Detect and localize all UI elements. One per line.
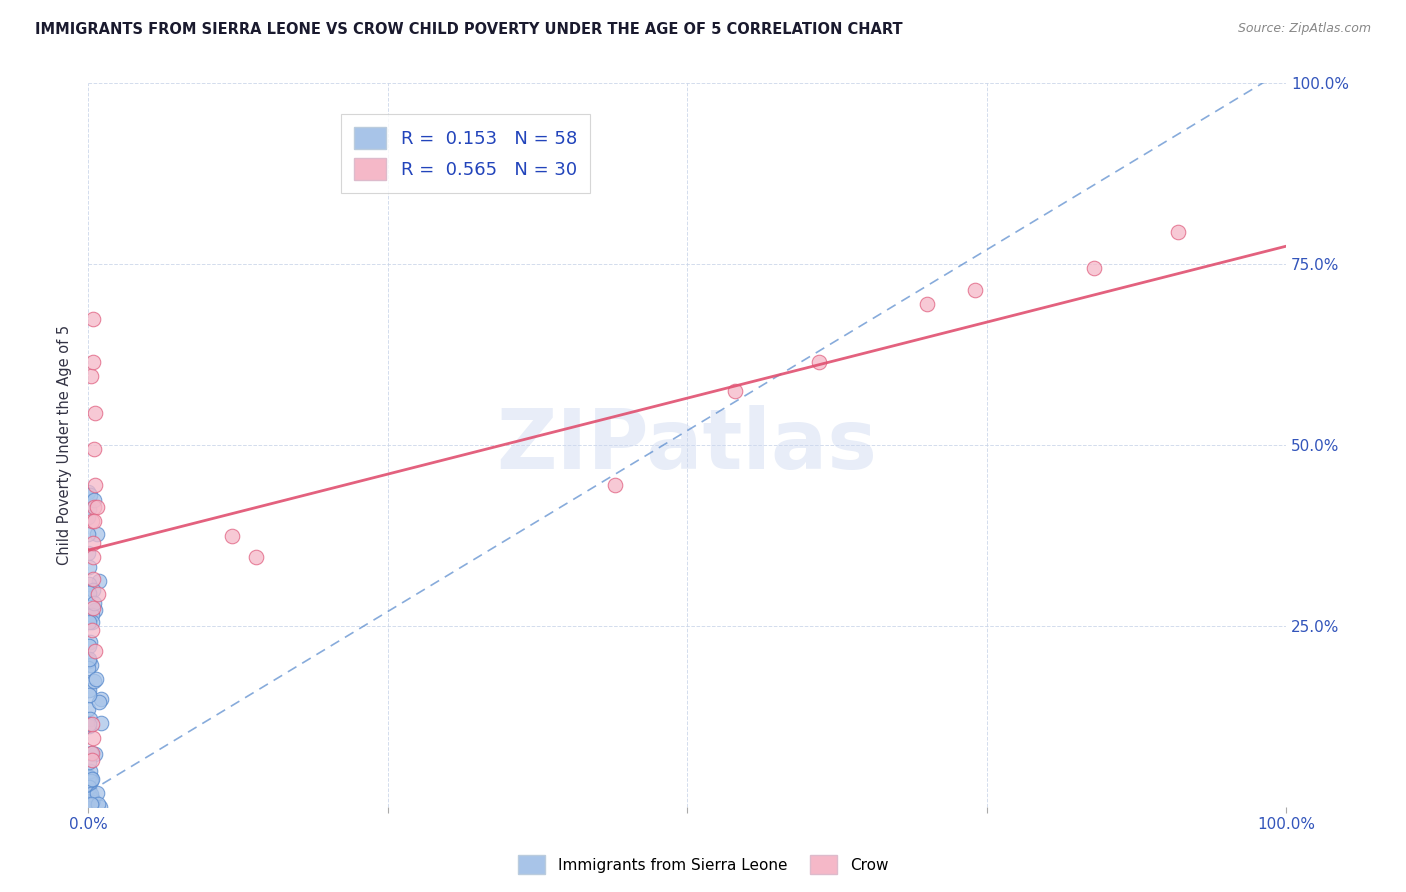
Point: [80, 747, 103, 761]
Point: [79, 719, 101, 733]
Point: [79, 787, 101, 801]
Point: [83, 603, 105, 617]
Point: [82, 355, 104, 369]
Point: [79, 488, 101, 502]
Point: [79, 712, 101, 726]
Point: [77, 527, 100, 541]
Point: [83, 500, 105, 514]
Point: [80, 797, 103, 812]
Point: [79, 635, 101, 649]
Point: [84, 406, 107, 420]
Point: [77, 660, 100, 674]
Point: [82, 795, 104, 809]
Text: IMMIGRANTS FROM SIERRA LEONE VS CROW CHILD POVERTY UNDER THE AGE OF 5 CORRELATIO: IMMIGRANTS FROM SIERRA LEONE VS CROW CHI…: [35, 22, 903, 37]
Point: [82, 793, 104, 807]
Point: [605, 478, 627, 492]
Point: [79, 770, 101, 784]
Point: [221, 529, 243, 543]
Point: [77, 586, 100, 600]
Point: [77, 682, 100, 697]
Point: [87, 586, 110, 600]
Point: [77, 509, 100, 524]
Point: [87, 696, 110, 710]
Point: [82, 311, 104, 326]
Point: [77, 716, 100, 731]
Text: ZIPatlas: ZIPatlas: [496, 405, 877, 486]
Point: [77, 545, 100, 559]
Point: [77, 639, 100, 653]
Point: [77, 702, 100, 716]
Point: [80, 607, 103, 622]
Point: [915, 297, 938, 311]
Point: [87, 574, 110, 588]
Point: [86, 500, 108, 514]
Point: [77, 615, 100, 630]
Point: [80, 790, 103, 805]
Y-axis label: Child Poverty Under the Age of 5: Child Poverty Under the Age of 5: [58, 326, 72, 566]
Point: [82, 731, 104, 746]
Point: [79, 764, 101, 779]
Point: [83, 596, 105, 610]
Point: [90, 692, 112, 706]
Point: [80, 623, 103, 637]
Point: [82, 601, 104, 615]
Point: [80, 658, 103, 673]
Point: [963, 283, 986, 297]
Point: [83, 673, 105, 688]
Point: [83, 514, 105, 528]
Point: [77, 771, 100, 785]
Point: [86, 527, 108, 541]
Point: [77, 654, 100, 668]
Point: [83, 442, 105, 456]
Point: [80, 772, 103, 786]
Point: [77, 502, 100, 516]
Point: [89, 799, 111, 814]
Point: [80, 514, 103, 528]
Point: [79, 773, 101, 788]
Point: [807, 355, 830, 369]
Point: [77, 484, 100, 499]
Point: [84, 478, 107, 492]
Point: [82, 572, 104, 586]
Text: Source: ZipAtlas.com: Source: ZipAtlas.com: [1237, 22, 1371, 36]
Point: [84, 672, 107, 686]
Point: [1167, 225, 1189, 239]
Legend: R =  0.153   N = 58, R =  0.565   N = 30: R = 0.153 N = 58, R = 0.565 N = 30: [342, 114, 589, 193]
Point: [84, 644, 107, 658]
Point: [80, 716, 103, 731]
Point: [79, 789, 101, 804]
Legend: Immigrants from Sierra Leone, Crow: Immigrants from Sierra Leone, Crow: [512, 849, 894, 880]
Point: [83, 493, 105, 508]
Point: [79, 559, 101, 574]
Point: [79, 369, 101, 384]
Point: [80, 615, 103, 629]
Point: [79, 788, 101, 802]
Point: [80, 753, 103, 767]
Point: [80, 798, 103, 813]
Point: [80, 774, 103, 789]
Point: [82, 550, 104, 565]
Point: [77, 780, 100, 795]
Point: [82, 536, 104, 550]
Point: [80, 772, 103, 786]
Point: [84, 747, 107, 761]
Point: [87, 797, 110, 812]
Point: [724, 384, 747, 398]
Point: [77, 755, 100, 769]
Point: [1083, 260, 1105, 275]
Point: [82, 582, 104, 597]
Point: [77, 577, 100, 591]
Point: [90, 715, 112, 730]
Point: [77, 652, 100, 666]
Point: [77, 688, 100, 702]
Point: [80, 771, 103, 785]
Point: [80, 746, 103, 760]
Point: [86, 786, 108, 800]
Point: [245, 550, 267, 565]
